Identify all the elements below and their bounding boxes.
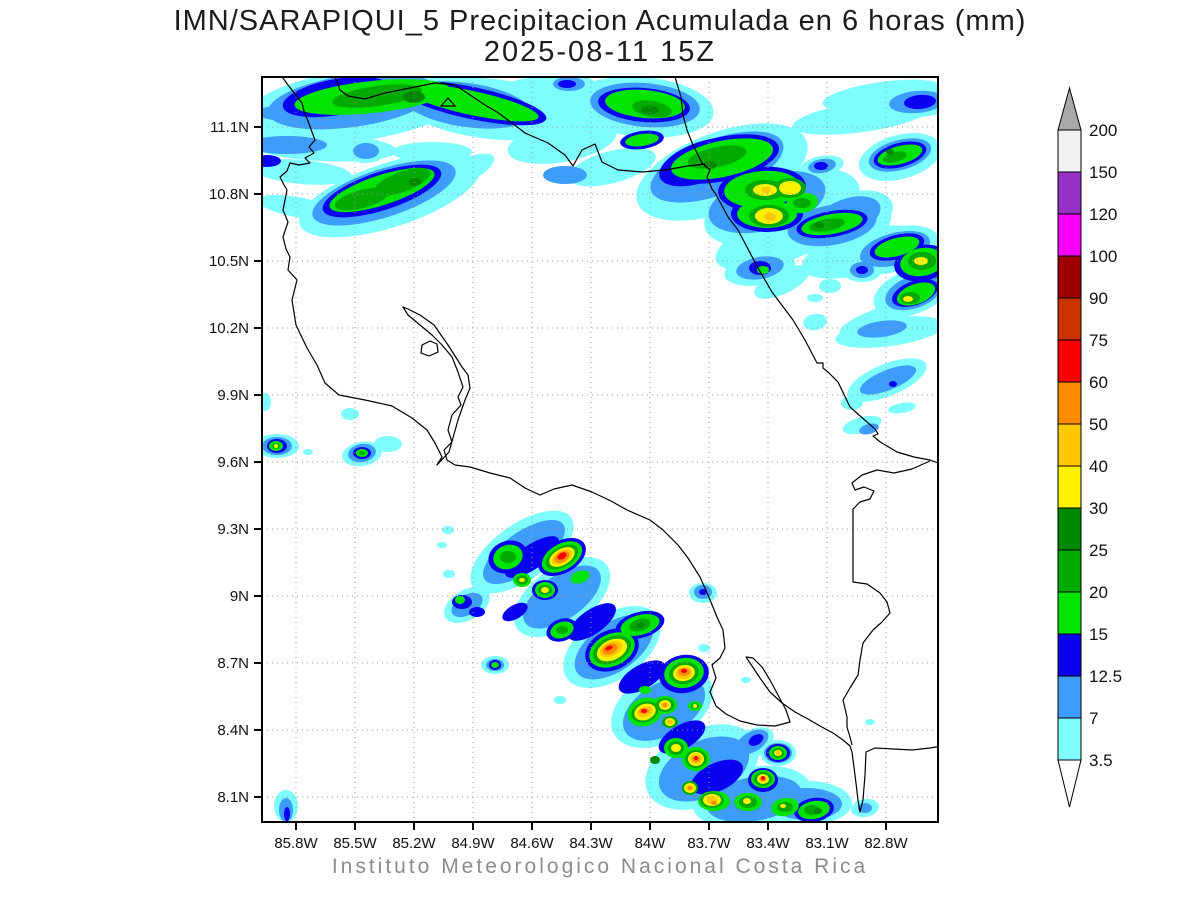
y-axis-label: 10.2N <box>209 320 249 337</box>
colorbar-label: 25 <box>1089 541 1108 560</box>
colorbar-label: 7 <box>1089 709 1098 728</box>
y-axis-label: 9.9N <box>217 387 249 404</box>
x-axis-label: 85.5W <box>333 835 377 852</box>
colorbar-label: 12.5 <box>1089 667 1122 686</box>
x-axis-label: 83.4W <box>746 835 790 852</box>
x-axis-label: 83.7W <box>687 835 731 852</box>
x-axis-label: 85.8W <box>274 835 318 852</box>
x-axis-label: 84.3W <box>569 835 613 852</box>
x-axis-label: 84W <box>635 835 667 852</box>
colorbar-label: 3.5 <box>1089 751 1113 770</box>
colorbar-label: 30 <box>1089 499 1108 518</box>
y-axis-label: 10.8N <box>209 186 249 203</box>
x-axis-label: 85.2W <box>392 835 436 852</box>
coastlines <box>279 77 938 813</box>
colorbar-label: 15 <box>1089 625 1108 644</box>
colorbar: 200 150 120 100 90 75 60 50 40 30 25 20 15 12.5 7 3.5 <box>1057 86 1122 808</box>
x-axis-label: 82.8W <box>864 835 908 852</box>
y-axis-label: 8.7N <box>217 655 249 672</box>
colorbar-label: 120 <box>1089 205 1117 224</box>
colorbar-label: 20 <box>1089 583 1108 602</box>
colorbar-label: 90 <box>1089 289 1108 308</box>
x-axis-label: 84.6W <box>510 835 554 852</box>
y-axis-label: 11.1N <box>210 119 249 136</box>
y-axis-label: 9N <box>230 588 249 605</box>
chart-title: IMN/SARAPIQUI_5 Precipitacion Acumulada … <box>173 5 1027 37</box>
y-axis-label: 9.6N <box>217 454 249 471</box>
colorbar-arrow-top <box>1057 86 1082 131</box>
y-axis-label: 9.3N <box>217 521 249 538</box>
x-axis-label: 83.1W <box>805 835 849 852</box>
x-axis-label: 84.9W <box>451 835 495 852</box>
colorbar-label: 100 <box>1089 247 1117 266</box>
colorbar-label: 150 <box>1089 163 1117 182</box>
gridlines <box>262 77 938 822</box>
precip-field <box>262 77 938 822</box>
colorbar-label: 50 <box>1089 415 1108 434</box>
colorbar-label: 75 <box>1089 331 1108 350</box>
y-axis-label: 8.4N <box>217 722 249 739</box>
y-axis-label: 10.5N <box>209 253 249 270</box>
colorbar-label: 200 <box>1089 121 1117 140</box>
footer-attribution: Instituto Meteorologico Nacional Costa R… <box>331 855 869 878</box>
colorbar-label: 60 <box>1089 373 1108 392</box>
plot-frame: 85.8W 85.5W 85.2W 84.9W 84.6W 84.3W 84W 83.7W 83… <box>209 76 939 852</box>
colorbar-arrow-bottom <box>1057 759 1082 808</box>
colorbar-label: 40 <box>1089 457 1108 476</box>
chart-subtitle-datetime: 2025-08-11 15Z <box>483 36 717 68</box>
y-axis-label: 8.1N <box>217 789 249 806</box>
